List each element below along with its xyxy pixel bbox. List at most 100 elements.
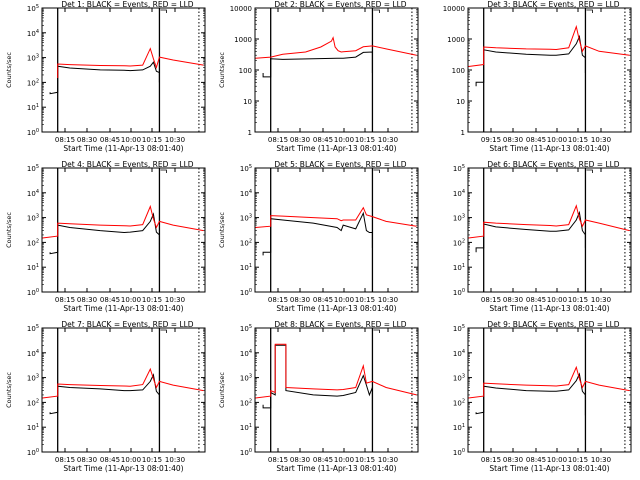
y-tick-label: 100 — [240, 448, 252, 457]
y-tick-label: 10 — [456, 98, 465, 106]
x-tick-label: 08:30 — [503, 136, 523, 144]
x-tick-label: 10:30 — [378, 456, 398, 464]
plot-frame — [41, 167, 206, 293]
marker-flag — [160, 9, 167, 13]
detector-6-chart: Det 6: BLACK = Events, RED = LLD 100 101 10… — [453, 160, 632, 313]
y-tick-label: 101 — [27, 423, 39, 432]
x-tick-label: 08:30 — [290, 456, 310, 464]
x-tick-label: 08:15 — [481, 296, 501, 304]
x-tick-label: 08:15 — [55, 296, 75, 304]
lld-series-line — [42, 367, 204, 399]
plot-frame — [467, 7, 632, 133]
y-tick-label: 1 — [461, 129, 465, 137]
marker-flag — [373, 9, 380, 13]
y-tick-label: 101 — [27, 103, 39, 112]
x-tick-label: 10:30 — [165, 296, 185, 304]
y-tick-label: 102 — [240, 398, 252, 407]
x-tick-label: 08:15 — [268, 456, 288, 464]
y-tick-label: 103 — [240, 214, 252, 223]
detector-5-chart: Det 5: BLACK = Events, RED = LLD 100 101 10… — [218, 160, 419, 313]
x-axis-label: Start Time (11-Apr-13 08:01:40) — [276, 144, 396, 153]
marker-flag — [160, 329, 167, 333]
detector-2-chart: Det 2: BLACK = Events, RED = LLD 1 10 100 10… — [218, 0, 419, 153]
y-tick-label: 105 — [453, 164, 465, 173]
x-tick-label: 08:30 — [77, 136, 97, 144]
y-tick-label: 102 — [27, 238, 39, 247]
y-tick-label: 10000 — [443, 5, 465, 13]
detector-9-chart: Det 9: BLACK = Events, RED = LLD 100 101 10… — [453, 320, 632, 473]
y-tick-label: 102 — [27, 78, 39, 87]
x-tick-label: 08:30 — [77, 456, 97, 464]
chart-title: Det 8: BLACK = Events, RED = LLD — [274, 320, 406, 329]
x-tick-label: 10:15 — [142, 456, 162, 464]
x-tick-label: 08:30 — [290, 296, 310, 304]
chart-title: Det 2: BLACK = Events, RED = LLD — [274, 0, 406, 9]
x-axis-label: Start Time (11-Apr-13 08:01:40) — [489, 304, 609, 313]
x-tick-label: 08:30 — [290, 136, 310, 144]
y-tick-label: 105 — [240, 324, 252, 333]
y-tick-label: 100 — [27, 128, 39, 137]
y-tick-label: 101 — [453, 263, 465, 272]
x-tick-label: 08:15 — [55, 456, 75, 464]
x-tick-label: 08:30 — [503, 296, 523, 304]
y-tick-label: 103 — [453, 374, 465, 383]
plot-frame — [254, 327, 419, 453]
x-tick-label: 08:45 — [313, 456, 333, 464]
x-tick-label: 10:00 — [547, 136, 567, 144]
y-tick-label: 105 — [240, 164, 252, 173]
plot-frame — [467, 327, 632, 453]
y-tick-label: 10 — [243, 98, 252, 106]
x-tick-label: 10:00 — [121, 456, 141, 464]
x-tick-label: 10:15 — [355, 296, 375, 304]
y-tick-label: 101 — [240, 423, 252, 432]
y-tick-label: 105 — [27, 4, 39, 13]
y-tick-label: 1000 — [447, 36, 465, 44]
x-tick-label: 10:00 — [334, 136, 354, 144]
events-series-line — [49, 373, 160, 423]
lld-series-line — [468, 365, 630, 399]
x-tick-label: 10:00 — [547, 456, 567, 464]
y-tick-label: 1 — [248, 129, 252, 137]
detector-3-chart: Det 3: BLACK = Events, RED = LLD 1 10 100 10… — [443, 0, 632, 153]
y-axis-label: Counts/sec — [5, 372, 13, 408]
y-tick-label: 103 — [27, 214, 39, 223]
y-tick-label: 103 — [240, 374, 252, 383]
marker-flag — [373, 169, 380, 173]
x-tick-label: 08:45 — [526, 296, 546, 304]
x-tick-label: 10:15 — [568, 456, 588, 464]
y-tick-label: 105 — [27, 324, 39, 333]
x-tick-label: 10:00 — [334, 296, 354, 304]
x-axis-label: Start Time (11-Apr-13 08:01:40) — [63, 304, 183, 313]
x-tick-label: 08:15 — [481, 456, 501, 464]
chart-title: Det 5: BLACK = Events, RED = LLD — [274, 160, 406, 169]
lld-series-line — [255, 36, 417, 59]
x-tick-label: 10:15 — [355, 136, 375, 144]
chart-title: Det 3: BLACK = Events, RED = LLD — [487, 0, 619, 9]
x-tick-label: 08:45 — [313, 296, 333, 304]
x-axis-label: Start Time (11-Apr-13 08:01:40) — [63, 144, 183, 153]
x-tick-label: 08:45 — [313, 136, 333, 144]
events-series-line — [49, 212, 160, 260]
detector-8-chart: Det 8: BLACK = Events, RED = LLD 100 101 10… — [218, 320, 419, 473]
events-series-line — [49, 61, 160, 95]
x-tick-label: 08:15 — [55, 136, 75, 144]
plot-frame — [41, 327, 206, 453]
lld-series-line — [468, 204, 630, 239]
y-tick-label: 100 — [453, 448, 465, 457]
x-tick-label: 10:30 — [591, 456, 611, 464]
y-tick-label: 10000 — [230, 5, 252, 13]
events-series-line — [262, 344, 373, 410]
y-tick-label: 101 — [240, 263, 252, 272]
y-tick-label: 100 — [27, 448, 39, 457]
y-tick-label: 102 — [27, 398, 39, 407]
y-tick-label: 104 — [453, 349, 465, 358]
y-tick-label: 100 — [240, 288, 252, 297]
events-series-line — [262, 51, 373, 78]
x-tick-label: 10:00 — [547, 296, 567, 304]
x-axis-label: Start Time (11-Apr-13 08:01:40) — [489, 144, 609, 153]
plot-frame — [467, 167, 632, 293]
x-tick-label: 08:45 — [526, 136, 546, 144]
x-tick-label: 08:30 — [77, 296, 97, 304]
chart-title: Det 9: BLACK = Events, RED = LLD — [487, 320, 619, 329]
